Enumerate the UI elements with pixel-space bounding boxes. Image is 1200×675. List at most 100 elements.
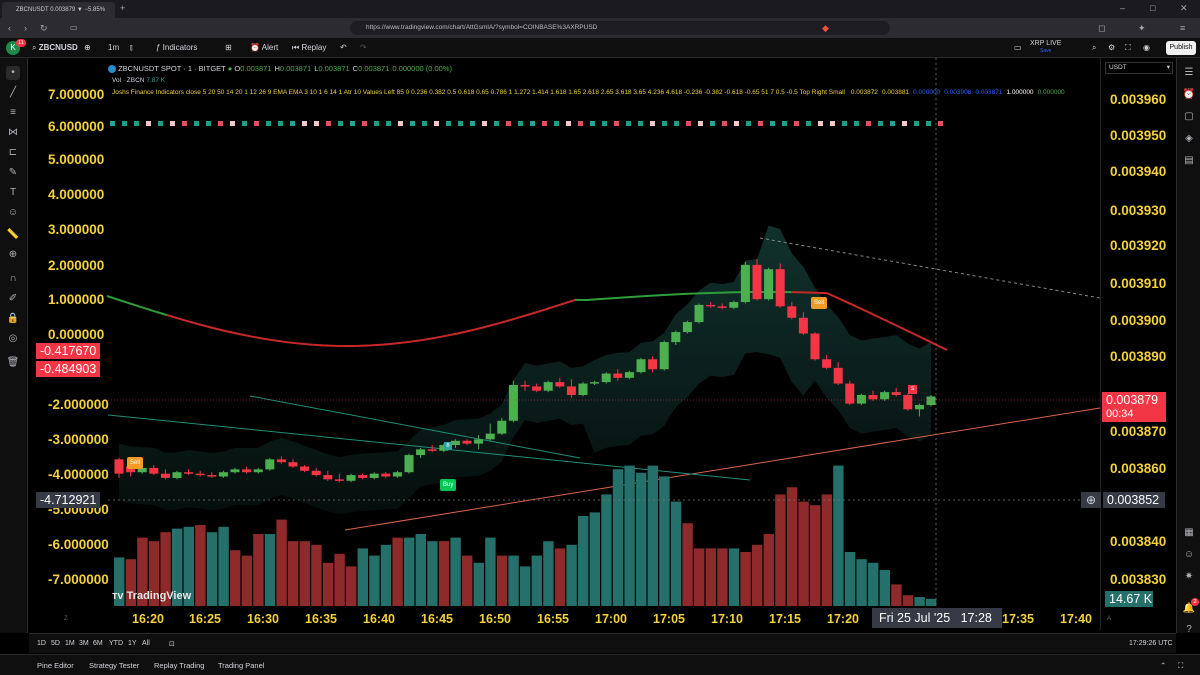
replay-button[interactable]: ⏮ Replay [292,42,326,54]
layers-icon[interactable]: ◈ [1185,133,1193,144]
settings-icon[interactable]: ⚙ [1108,43,1116,52]
bookmark-icon[interactable]: ◻ [1098,23,1106,33]
scroll-left-icon[interactable]: Z [64,616,68,622]
signal-dot [266,121,271,126]
emoji-icon[interactable]: ☺ [7,207,19,218]
shield-icon[interactable]: ◆ [822,23,829,33]
interval-button[interactable]: 1m [108,43,120,52]
legend-row-volume[interactable]: Vol · ZBCN 7.87 K [112,77,165,84]
watchlist-icon[interactable]: ☰ [1184,67,1194,78]
range-button[interactable]: 3M [79,640,89,647]
visibility-icon[interactable]: ◎ [8,333,18,344]
compare-icon[interactable]: ⊕ [84,43,91,52]
utc-clock[interactable]: 17:29:26 UTC [1129,640,1173,647]
range-button[interactable]: All [142,640,150,647]
panel-tab[interactable]: Trading Panel [218,661,265,670]
indicator-axis-tick: -4.000000 [48,467,109,482]
panel-tab[interactable]: Replay Trading [154,661,205,670]
redo-icon[interactable]: ↷ [360,43,367,52]
candle-body [555,382,565,387]
help-icon[interactable]: ? [1186,624,1192,635]
quick-search-icon[interactable]: ⌕ [1092,43,1097,52]
signal-dot [410,121,415,126]
new-tab-icon[interactable]: + [120,3,126,13]
range-button[interactable]: YTD [109,640,123,647]
layout-icon[interactable]: ▭ [1014,43,1022,52]
indicator-value: 0.003908 [944,89,972,96]
horizontal-lines-icon[interactable]: ≡ [10,107,16,118]
crosshair-price-label: 0.003852 [1103,492,1165,508]
pattern-icon[interactable]: ⊏ [8,147,18,158]
ruler-icon[interactable]: 📏 [6,229,20,240]
volume-bar [288,541,299,606]
panel-tab[interactable]: Pine Editor [37,661,74,670]
buy-marker: B [444,442,452,450]
fib-icon[interactable]: ⋈ [8,127,18,138]
notifications-icon[interactable]: 🔔 [1182,603,1196,614]
reload-icon[interactable]: ↻ [40,23,48,33]
maximize-icon[interactable]: □ [1150,3,1156,13]
alert-button[interactable]: ⏰ Alert [250,42,278,54]
range-button[interactable]: 6M [93,640,103,647]
magnet-icon[interactable]: ∩ [9,273,17,284]
range-button[interactable]: 1D [37,640,46,647]
range-button[interactable]: 5D [51,640,60,647]
volume-bar [833,465,844,606]
stay-drawing-icon[interactable]: ✐ [8,293,18,304]
currency-select[interactable]: USDT ▾ [1105,62,1173,74]
chat-icon[interactable]: ▢ [1184,111,1194,122]
calendar-icon[interactable]: ▦ [1184,527,1194,538]
fullscreen-icon[interactable]: ⛶ [1125,43,1131,52]
text-icon[interactable]: T [9,187,17,198]
collapse-panel-icon[interactable]: ⌃ [1160,661,1167,670]
indicators-button[interactable]: ƒ Indicators [156,42,197,54]
zoom-icon[interactable]: ⊕ [8,249,18,260]
add-alert-icon[interactable]: ⊕ [1081,492,1101,508]
camera-icon[interactable]: ◉ [1143,43,1150,52]
price-axis[interactable]: USDT ▾ [1100,58,1176,630]
url-bar[interactable]: https://www.tradingview.com/chart/AttGsm… [350,21,890,35]
community-icon[interactable]: ☺ [1183,549,1195,560]
data-window-icon[interactable]: ▤ [1184,155,1194,166]
volume-bar [821,494,832,606]
publish-button[interactable]: Publish [1166,41,1196,55]
trend-lines[interactable] [107,237,1101,531]
legend-row-symbol[interactable]: ZBCNUSDT SPOT · 1 · BITGET ● O0.003871 H0… [108,64,455,74]
volume-bar [206,532,218,606]
trend-line-icon[interactable]: ╱ [9,87,17,98]
browser-tab[interactable]: ZBCNUSDT 0.003879 ▼ −5.85% [2,2,115,18]
minimize-icon[interactable]: – [1120,3,1126,13]
range-button[interactable]: 1M [65,640,75,647]
auto-scale-icon[interactable]: A [1107,616,1112,622]
range-button[interactable]: 1Y [128,640,137,647]
back-icon[interactable]: ‹ [8,23,11,33]
layout-name[interactable]: XRP LIVE [1030,40,1062,47]
volume-bar [670,501,682,606]
menu-icon[interactable]: ≡ [1180,23,1186,33]
forward-icon[interactable]: › [24,23,27,33]
chart-type-icon[interactable]: ⫾ [130,43,133,52]
templates-icon[interactable]: ⊞ [225,43,232,52]
close-window-icon[interactable]: ✕ [1180,3,1188,13]
signal-dot [302,121,307,126]
layout-save-status[interactable]: Save [1040,48,1052,54]
maximize-panel-icon[interactable]: ⛶ [1178,661,1184,670]
legend-row-indicator[interactable]: Joshs Finance Indicators close 5 20 50 1… [112,89,1097,96]
candle-body [624,372,634,378]
symbol-search[interactable]: ⌕ ZBCNUSD [32,42,78,54]
goto-date-icon[interactable]: ⊡ [169,641,175,648]
page-icon[interactable]: ▭ [70,23,78,32]
alerts-icon[interactable]: ⏰ [1182,89,1196,100]
ideas-icon[interactable]: ✷ [1184,571,1194,582]
volume-bar [369,555,380,606]
extensions-icon[interactable]: ✦ [1138,23,1146,33]
cursor-icon[interactable]: • [6,66,20,80]
volume-bar [137,537,148,606]
tradingview-watermark[interactable]: ᴛᴠ TradingView [112,590,191,602]
undo-icon[interactable]: ↶ [340,43,347,52]
lock-icon[interactable]: 🔒 [6,313,20,324]
panel-tab[interactable]: Strategy Tester [89,661,140,670]
trash-icon[interactable]: 🗑 [6,357,20,368]
brush-icon[interactable]: ✎ [8,167,18,178]
